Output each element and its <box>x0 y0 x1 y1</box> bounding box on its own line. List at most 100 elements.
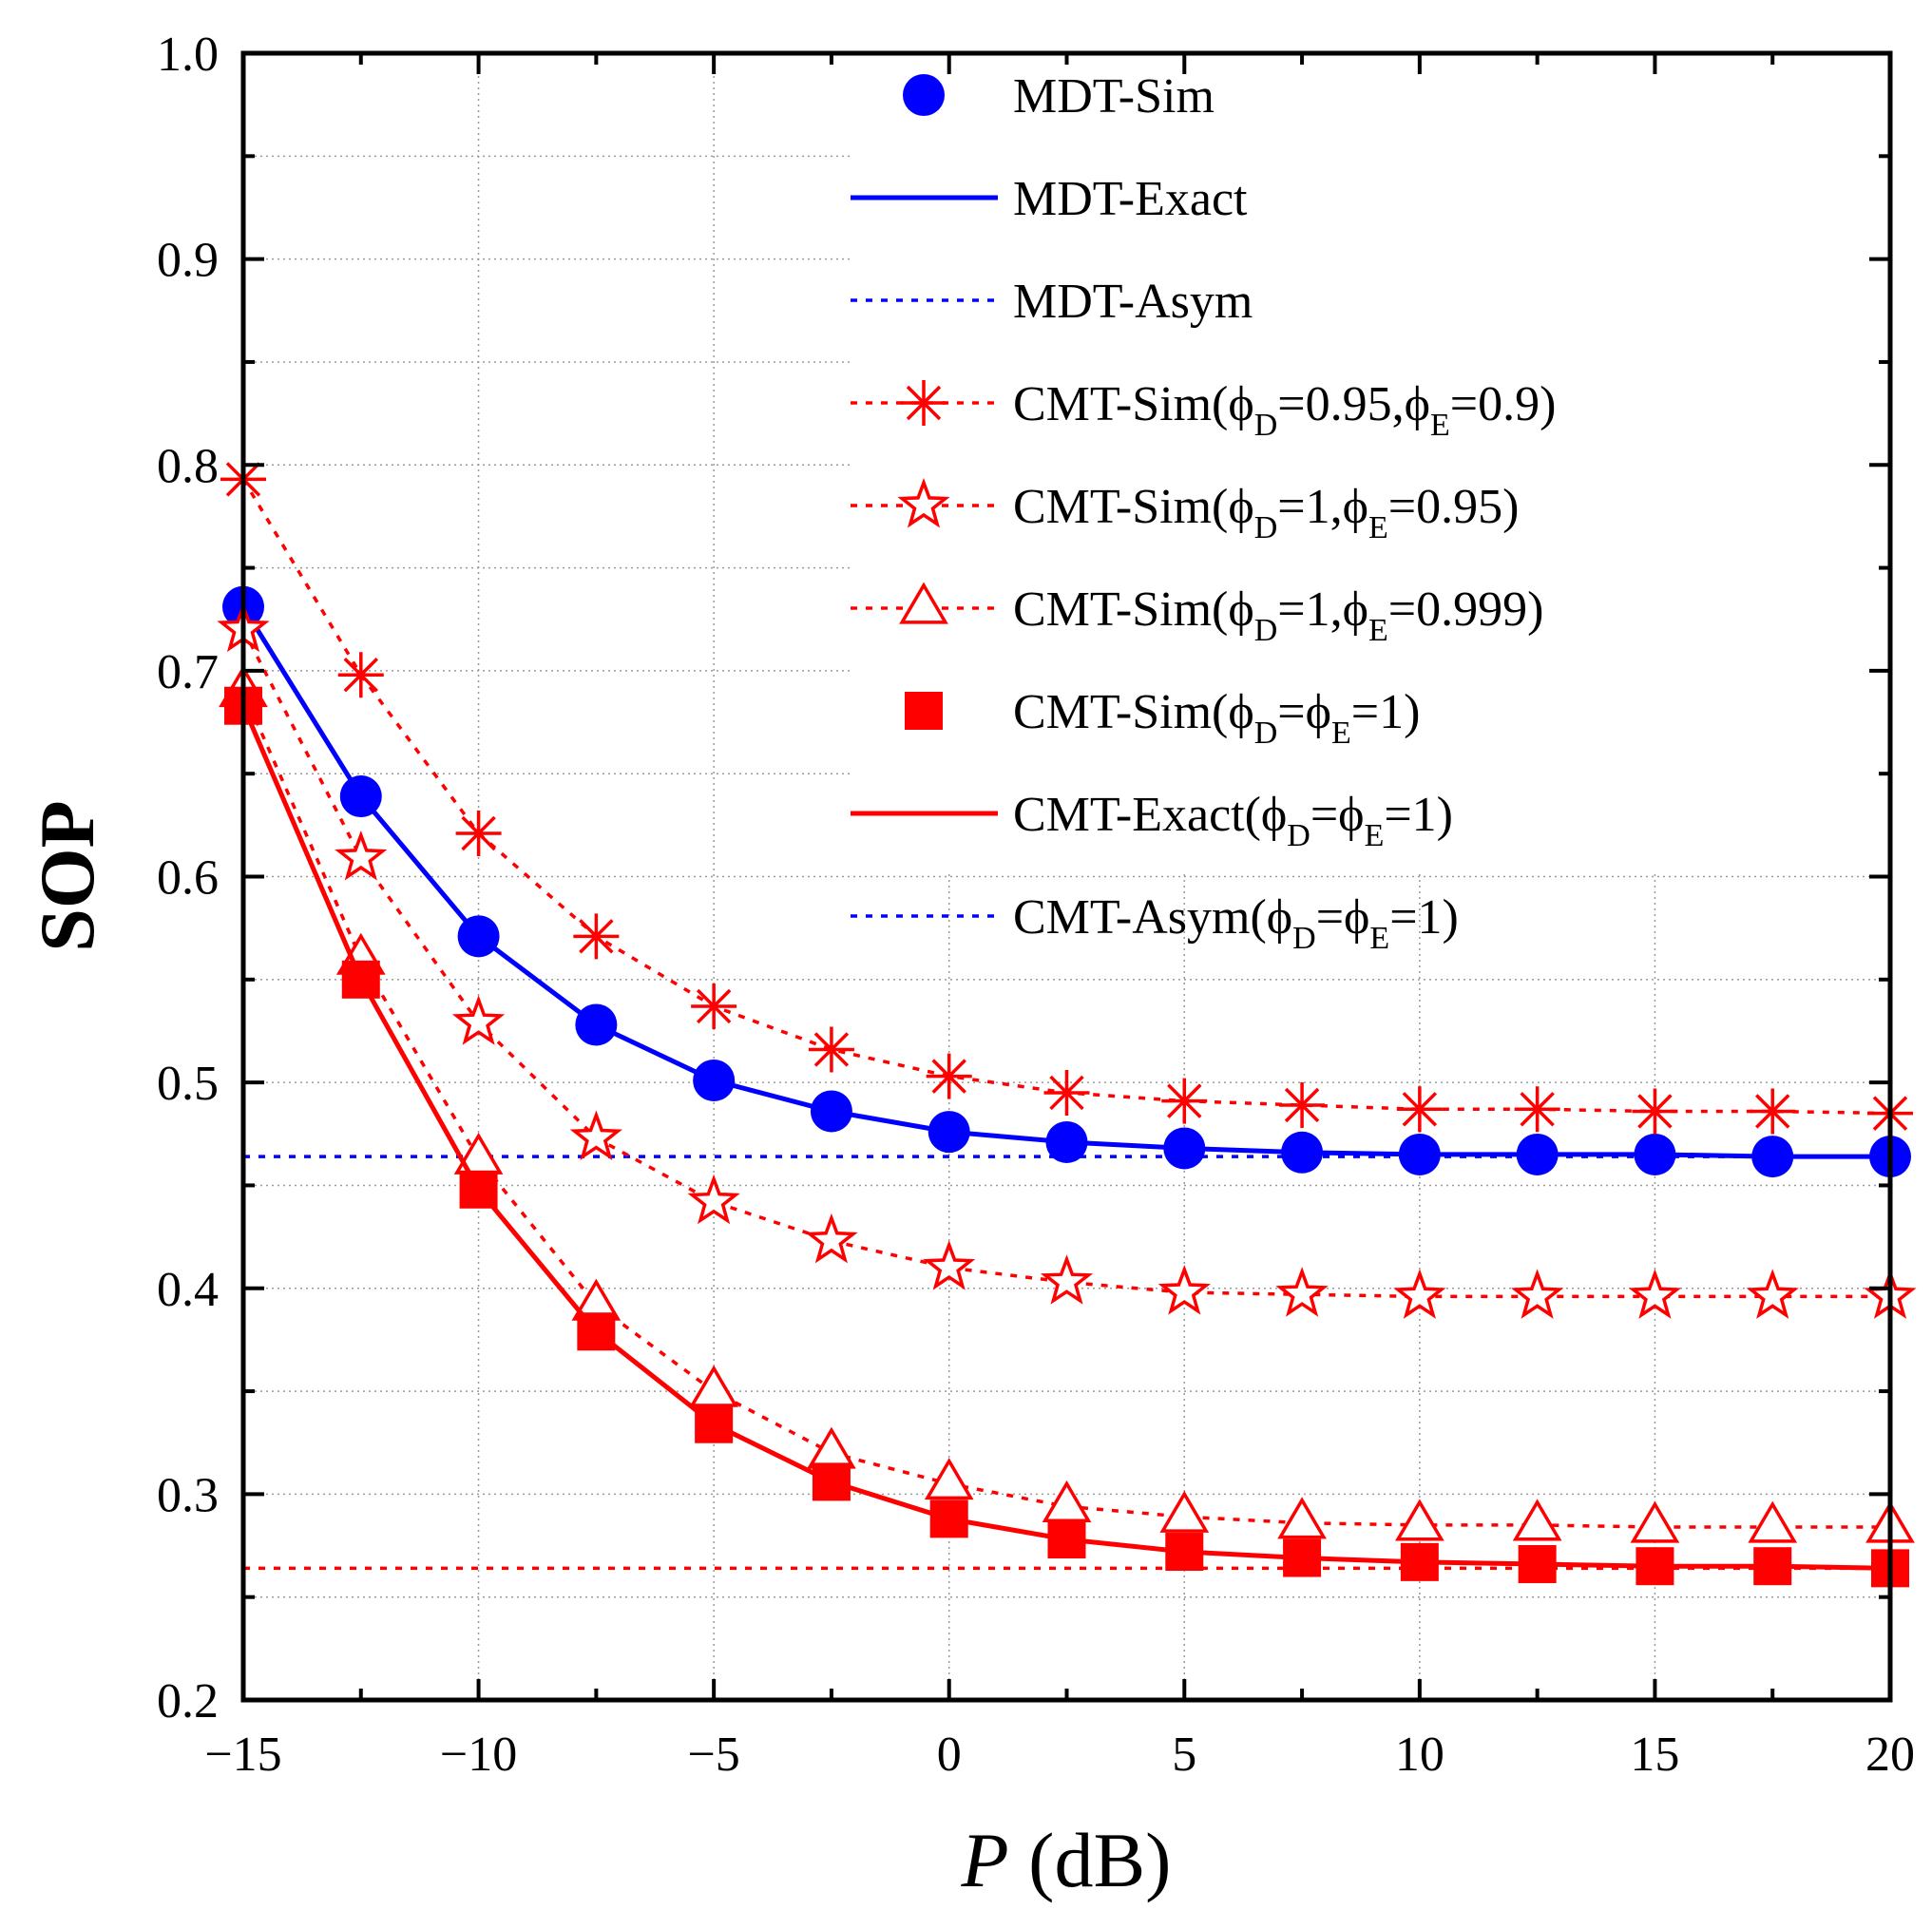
data-point-cmt-sim-d-1-e-0-999 <box>1395 1499 1444 1541</box>
legend-label-cmt-sim-d-1-e-0-999: CMT-Sim(ϕD=1,ϕE=0.999) <box>1013 583 1543 648</box>
x-axis-variable: P <box>961 1817 1009 1903</box>
legend-entry-cmt-sim-d-e-1: CMT-Sim(ϕD=ϕE=1) <box>905 685 1420 751</box>
legend-text: CMT-Sim(ϕ <box>1013 377 1254 431</box>
y-tick-label: 0.3 <box>157 1468 219 1522</box>
x-tick-label: −10 <box>440 1728 517 1782</box>
legend-subscript: E <box>1365 818 1385 853</box>
legend-label-cmt-exact-d-e-1: CMT-Exact(ϕD=ϕE=1) <box>1013 788 1453 853</box>
y-tick-label: 1.0 <box>157 28 219 82</box>
series-cmt-sim-d-0-95-e-0-9 <box>220 456 1913 1136</box>
data-point-cmt-sim-d-1-e-0-95 <box>1746 1269 1799 1319</box>
data-point-cmt-sim-d-1-e-0-95 <box>1275 1267 1329 1317</box>
legend-text: =1,ϕ <box>1277 583 1368 637</box>
data-point-cmt-sim-d-1-e-0-95 <box>335 830 388 881</box>
legend-entry-cmt-sim-d-0-95-e-0-9: CMT-Sim(ϕD=0.95,ϕE=0.9) <box>851 377 1556 443</box>
legend-marker-cmt-sim-d-0-95-e-0-9 <box>901 380 947 426</box>
legend-text: CMT-Sim(ϕ <box>1013 685 1254 739</box>
data-point-cmt-sim-d-1-e-0-999 <box>1630 1500 1680 1543</box>
legend-text: =0.999) <box>1388 583 1544 637</box>
y-tick-label: 0.2 <box>157 1674 219 1728</box>
data-point-cmt-sim-d-1-e-0-999 <box>1748 1500 1798 1543</box>
legend-background <box>851 53 1896 870</box>
y-tick-label: 0.6 <box>157 851 219 906</box>
legend-entry-cmt-asym-d-e-1: CMT-Asym(ϕD=ϕE=1) <box>851 890 1459 956</box>
data-point-cmt-sim-d-1-e-0-95 <box>1628 1269 1682 1319</box>
data-point-cmt-sim-d-0-95-e-0-9 <box>1750 1088 1796 1135</box>
y-tick-label: 0.8 <box>157 439 219 493</box>
x-tick-label: 0 <box>937 1728 962 1782</box>
legend-subscript: E <box>1368 613 1388 648</box>
legend-text: =0.9) <box>1450 377 1557 431</box>
legend-entry-mdt-asym: MDT-Asym <box>851 275 1253 329</box>
legend-label-cmt-asym-d-e-1: CMT-Asym(ϕD=ϕE=1) <box>1013 890 1459 956</box>
legend-label-mdt-exact: MDT-Exact <box>1013 172 1248 226</box>
series-cmt-exact-d-e-1 <box>240 704 1891 1571</box>
data-point-cmt-sim-d-0-95-e-0-9 <box>1279 1081 1326 1128</box>
legend-text: =1,ϕ <box>1277 480 1368 534</box>
legend-marker-cmt-sim-d-1-e-0-95 <box>897 477 950 528</box>
legend-subscript: D <box>1254 510 1278 545</box>
y-tick-label: 0.7 <box>157 645 219 699</box>
legend-subscript: E <box>1369 921 1389 956</box>
legend-entry-cmt-exact-d-e-1: CMT-Exact(ϕD=ϕE=1) <box>851 788 1453 853</box>
legend-text: =0.95,ϕ <box>1277 377 1430 431</box>
series-line-cmt-exact-d-e-1 <box>240 704 1891 1571</box>
legend-subscript: D <box>1287 818 1310 853</box>
data-point-cmt-sim-d-1-e-0-999 <box>689 1365 738 1407</box>
legend-label-cmt-sim-d-0-95-e-0-9: CMT-Sim(ϕD=0.95,ϕE=0.9) <box>1013 377 1556 443</box>
y-tick-label: 0.9 <box>157 234 219 288</box>
legend-label-mdt-sim: MDT-Sim <box>1013 69 1215 124</box>
data-point-cmt-sim-d-1-e-0-95 <box>923 1240 976 1290</box>
x-axis-unit: (dB) <box>1009 1817 1172 1903</box>
legend-label-cmt-sim-d-e-1: CMT-Sim(ϕD=ϕE=1) <box>1013 685 1420 751</box>
legend-text: MDT-Asym <box>1013 275 1253 329</box>
series-line-mdt-exact <box>240 605 1890 1159</box>
data-point-cmt-sim-d-0-95-e-0-9 <box>337 652 384 698</box>
data-point-cmt-sim-d-1-e-0-999 <box>807 1426 856 1469</box>
legend-marker-mdt-sim <box>903 74 945 116</box>
x-axis-title: P (dB) <box>961 1817 1172 1903</box>
legend-text: =1) <box>1389 890 1459 945</box>
legend-subscript: D <box>1254 613 1278 648</box>
data-point-cmt-sim-d-1-e-0-999 <box>1512 1499 1562 1541</box>
data-point-cmt-sim-d-0-95-e-0-9 <box>1043 1069 1090 1116</box>
legend-entry-cmt-sim-d-1-e-0-999: CMT-Sim(ϕD=1,ϕE=0.999) <box>851 582 1543 648</box>
y-tick-label: 0.5 <box>157 1057 219 1111</box>
legend-marker-cmt-sim-d-1-e-0-999 <box>899 582 948 624</box>
data-point-cmt-sim-d-1-e-0-95 <box>1393 1269 1446 1319</box>
data-point-cmt-sim-d-0-95-e-0-9 <box>1396 1086 1443 1133</box>
legend-subscript: E <box>1430 408 1450 443</box>
legend-text: =ϕ <box>1310 788 1365 842</box>
legend-label-mdt-asym: MDT-Asym <box>1013 275 1253 329</box>
x-tick-label: 10 <box>1395 1728 1444 1782</box>
legend-subscript: D <box>1254 408 1278 443</box>
data-point-cmt-sim-d-1-e-0-999 <box>1159 1490 1210 1533</box>
legend-entry-cmt-sim-d-1-e-0-95: CMT-Sim(ϕD=1,ϕE=0.95) <box>851 477 1520 545</box>
legend-text: =1) <box>1384 788 1453 842</box>
legend-text: =0.95) <box>1388 480 1520 534</box>
y-axis-title: SOP <box>24 800 110 951</box>
x-tick-label: −15 <box>204 1728 281 1782</box>
data-point-cmt-sim-d-1-e-0-95 <box>1511 1269 1564 1319</box>
series-mdt-exact <box>240 605 1890 1159</box>
legend-text: CMT-Sim(ϕ <box>1013 583 1254 637</box>
x-tick-label: 5 <box>1172 1728 1196 1782</box>
legend-text: MDT-Exact <box>1013 172 1248 226</box>
axis-ticks: −15 −10 −5 0 5 10 15 20 0.2 0.3 0.4 0.5 0.6 0.7 0.8 0.9… <box>157 28 1915 1782</box>
x-tick-label: 15 <box>1630 1728 1679 1782</box>
legend-text: =ϕ <box>1316 890 1370 945</box>
data-point-cmt-sim-d-0-95-e-0-9 <box>808 1026 854 1073</box>
data-point-cmt-sim-d-0-95-e-0-9 <box>455 811 502 857</box>
data-point-cmt-sim-d-1-e-0-95 <box>805 1213 858 1264</box>
legend-text: CMT-Exact(ϕ <box>1013 788 1287 842</box>
x-tick-label: 20 <box>1865 1728 1915 1782</box>
data-point-cmt-sim-d-0-95-e-0-9 <box>1514 1086 1560 1133</box>
legend: MDT-SimMDT-ExactMDT-AsymCMT-Sim(ϕD=0.95,… <box>851 69 1556 956</box>
legend-text: =ϕ <box>1277 685 1331 739</box>
data-point-cmt-sim-d-1-e-0-999 <box>1277 1497 1327 1539</box>
legend-text: =1) <box>1351 685 1421 739</box>
legend-marker-cmt-sim-d-e-1 <box>905 692 943 730</box>
data-point-cmt-sim-d-0-95-e-0-9 <box>691 983 737 1029</box>
data-point-cmt-sim-d-1-e-0-999 <box>1042 1480 1092 1523</box>
data-point-cmt-sim-d-0-95-e-0-9 <box>573 913 620 960</box>
